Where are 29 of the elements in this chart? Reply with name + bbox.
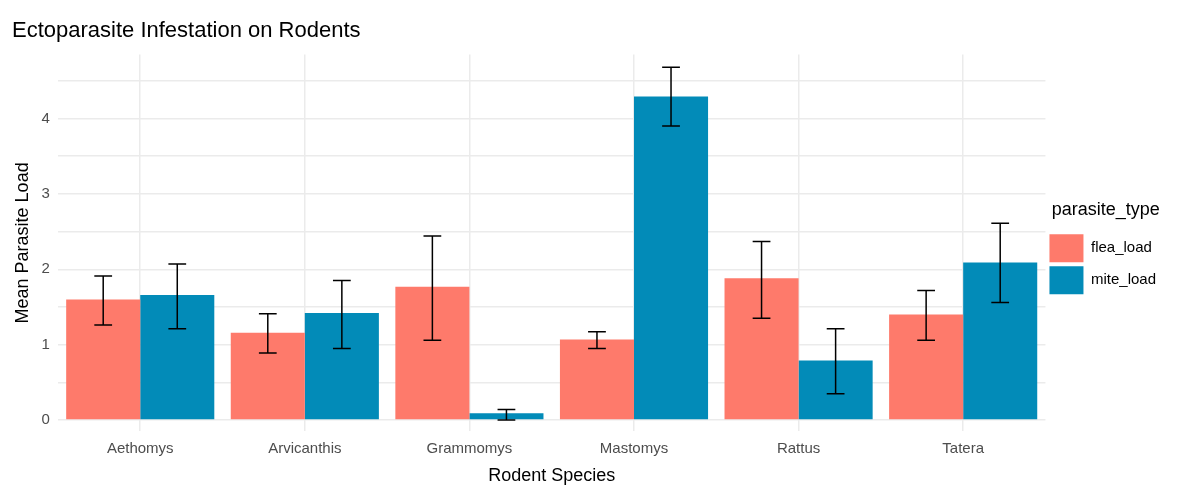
bar — [140, 294, 215, 420]
bar — [889, 314, 964, 420]
y-tick-label: 1 — [41, 334, 50, 352]
y-axis-title: Mean Parasite Load — [11, 162, 32, 324]
legend-label: mite_load — [1090, 270, 1157, 288]
x-tick-label: Rattus — [776, 438, 821, 456]
bar — [634, 96, 709, 420]
bar — [395, 286, 470, 420]
x-tick-label: Arvicanthis — [268, 438, 342, 456]
y-tick-label: 4 — [41, 108, 50, 126]
bar — [798, 360, 873, 420]
bar — [724, 278, 799, 420]
bar — [469, 413, 544, 420]
y-tick-label: 2 — [41, 259, 50, 277]
x-tick-label: Grammomys — [426, 438, 513, 456]
bar — [963, 262, 1038, 420]
y-tick-label: 3 — [41, 184, 50, 202]
x-tick-label: Aethomys — [106, 438, 174, 456]
bar — [66, 299, 141, 420]
y-tick-label: 0 — [41, 410, 50, 428]
x-axis-title: Rodent Species — [488, 465, 616, 486]
chart-title: Ectoparasite Infestation on Rodents — [12, 17, 361, 43]
legend-label: flea_load — [1090, 238, 1152, 256]
bar — [559, 339, 634, 420]
x-tick-label: Tatera — [942, 438, 985, 456]
bar — [304, 313, 379, 420]
bar — [230, 332, 305, 420]
legend-title: parasite_type — [1051, 198, 1160, 220]
x-tick-label: Mastomys — [599, 438, 669, 456]
